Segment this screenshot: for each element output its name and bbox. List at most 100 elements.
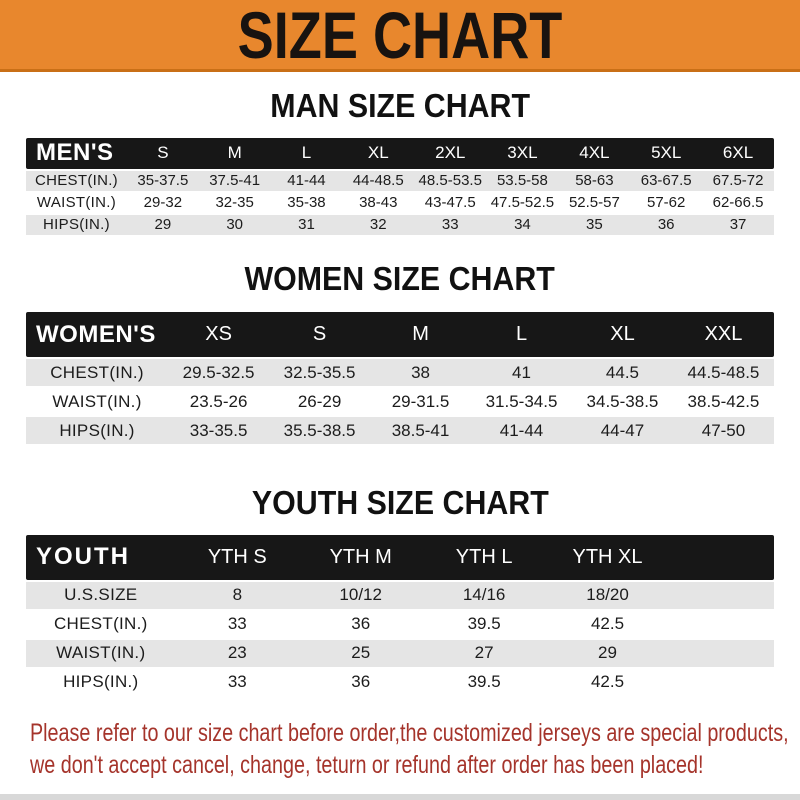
size-value-cell: 44.5-48.5 (672, 357, 774, 387)
women-header-row: WOMEN'S XS S M L XL XXL (26, 312, 774, 358)
table-row: CHEST(IN.) 29.5-32.5 32.5-35.5 38 41 44.… (26, 357, 774, 387)
table-row: CHEST(IN.) 33 36 39.5 42.5 (26, 608, 774, 638)
size-col-header: 3XL (486, 137, 559, 169)
size-value-cell: 26-29 (269, 386, 371, 416)
size-value-cell: 35-38 (270, 190, 343, 213)
size-value-cell: 36 (299, 608, 423, 638)
footer-line-2: we don't accept cancel, change, teturn o… (30, 751, 704, 780)
row-label: HIPS(IN.) (26, 415, 169, 445)
spacer-cell (669, 534, 774, 580)
size-value-cell: 36 (299, 666, 423, 696)
women-section-heading-text: WOMEN SIZE CHART (244, 259, 556, 297)
size-col-header: S (126, 137, 199, 169)
row-label: CHEST(IN.) (26, 357, 169, 387)
size-col-header: 4XL (558, 137, 631, 169)
size-value-cell: 34 (486, 212, 559, 235)
size-value-cell: 62-66.5 (702, 190, 774, 213)
size-value-cell: 32 (342, 212, 415, 235)
size-value-cell: 31.5-34.5 (471, 386, 572, 416)
size-col-header: YTH M (299, 534, 423, 580)
row-label: U.S.SIZE (26, 579, 176, 609)
spacer-cell (669, 666, 774, 696)
size-value-cell: 29 (126, 212, 199, 235)
size-value-cell: 8 (175, 579, 299, 609)
size-value-cell: 37 (702, 212, 774, 235)
size-value-cell: 33 (175, 666, 299, 696)
size-value-cell: 35 (558, 212, 631, 235)
size-col-header: M (370, 312, 472, 358)
row-label: WAIST(IN.) (26, 637, 176, 667)
men-header-row: MEN'S S M L XL 2XL 3XL 4XL 5XL 6XL (26, 137, 774, 169)
size-col-header: 6XL (702, 137, 774, 169)
size-col-header: M (198, 137, 271, 169)
size-col-header: YTH S (175, 534, 299, 580)
size-value-cell: 30 (198, 212, 271, 235)
size-col-header: XL (571, 312, 673, 358)
size-value-cell: 38.5-41 (370, 415, 472, 445)
size-value-cell: 39.5 (422, 666, 546, 696)
size-value-cell: 29.5-32.5 (168, 357, 270, 387)
youth-table-header: YOUTH YTH S YTH M YTH L YTH XL (26, 534, 774, 580)
size-col-header: 2XL (414, 137, 487, 169)
size-value-cell: 41-44 (471, 415, 572, 445)
row-label: WAIST(IN.) (26, 386, 169, 416)
footer-line-1: Please refer to our size chart before or… (30, 718, 789, 747)
youth-section-heading-text: YOUTH SIZE CHART (251, 484, 549, 522)
youth-section-heading: YOUTH SIZE CHART (0, 486, 800, 521)
spacer-cell (669, 608, 774, 638)
size-value-cell: 47.5-52.5 (486, 190, 559, 213)
men-size-table: MEN'S S M L XL 2XL 3XL 4XL 5XL 6XL CHEST… (26, 137, 774, 235)
size-value-cell: 53.5-58 (486, 168, 559, 191)
size-value-cell: 29-32 (126, 190, 199, 213)
size-value-cell: 41-44 (270, 168, 343, 191)
youth-header-row: YOUTH YTH S YTH M YTH L YTH XL (26, 534, 774, 580)
row-label: HIPS(IN.) (26, 212, 127, 235)
women-section-heading: WOMEN SIZE CHART (0, 259, 800, 297)
table-corner-label: WOMEN'S (26, 312, 169, 358)
size-value-cell: 44-48.5 (342, 168, 415, 191)
size-value-cell: 47-50 (672, 415, 774, 445)
size-col-header: L (270, 137, 343, 169)
size-col-header: XL (342, 137, 415, 169)
size-value-cell: 23.5-26 (168, 386, 270, 416)
size-col-header: YTH L (422, 534, 546, 580)
size-value-cell: 52.5-57 (558, 190, 631, 213)
size-value-cell: 23 (175, 637, 299, 667)
size-value-cell: 33 (175, 608, 299, 638)
size-col-header: S (269, 312, 371, 358)
banner: SIZE CHART (0, 0, 800, 72)
table-row: WAIST(IN.) 29-32 32-35 35-38 38-43 43-47… (26, 190, 774, 213)
size-value-cell: 38 (370, 357, 472, 387)
size-value-cell: 43-47.5 (414, 190, 487, 213)
size-value-cell: 10/12 (299, 579, 423, 609)
size-value-cell: 67.5-72 (702, 168, 774, 191)
spacer-cell (669, 579, 774, 609)
size-value-cell: 18/20 (545, 579, 670, 609)
table-corner-label: YOUTH (26, 534, 176, 580)
size-value-cell: 35.5-38.5 (269, 415, 371, 445)
size-col-header: XXL (672, 312, 774, 358)
table-row: HIPS(IN.) 33-35.5 35.5-38.5 38.5-41 41-4… (26, 415, 774, 445)
size-value-cell: 29-31.5 (370, 386, 472, 416)
size-value-cell: 35-37.5 (126, 168, 199, 191)
table-row: HIPS(IN.) 33 36 39.5 42.5 (26, 666, 774, 696)
size-value-cell: 63-67.5 (630, 168, 703, 191)
size-col-header: 5XL (630, 137, 703, 169)
youth-size-table: YOUTH YTH S YTH M YTH L YTH XL U.S.SIZE … (26, 534, 774, 696)
table-corner-label: MEN'S (26, 137, 127, 169)
size-value-cell: 48.5-53.5 (414, 168, 487, 191)
table-row: HIPS(IN.) 29 30 31 32 33 34 35 36 37 (26, 212, 774, 235)
men-section-heading: MAN SIZE CHART (0, 87, 800, 124)
size-value-cell: 44.5 (571, 357, 673, 387)
table-row: WAIST(IN.) 23 25 27 29 (26, 637, 774, 667)
size-value-cell: 44-47 (571, 415, 673, 445)
size-value-cell: 38.5-42.5 (672, 386, 774, 416)
size-value-cell: 58-63 (558, 168, 631, 191)
men-section-heading-text: MAN SIZE CHART (270, 87, 530, 124)
size-value-cell: 39.5 (422, 608, 546, 638)
size-value-cell: 38-43 (342, 190, 415, 213)
size-value-cell: 14/16 (422, 579, 546, 609)
size-value-cell: 36 (630, 212, 703, 235)
page-title: SIZE CHART (237, 0, 563, 72)
table-row: U.S.SIZE 8 10/12 14/16 18/20 (26, 579, 774, 609)
